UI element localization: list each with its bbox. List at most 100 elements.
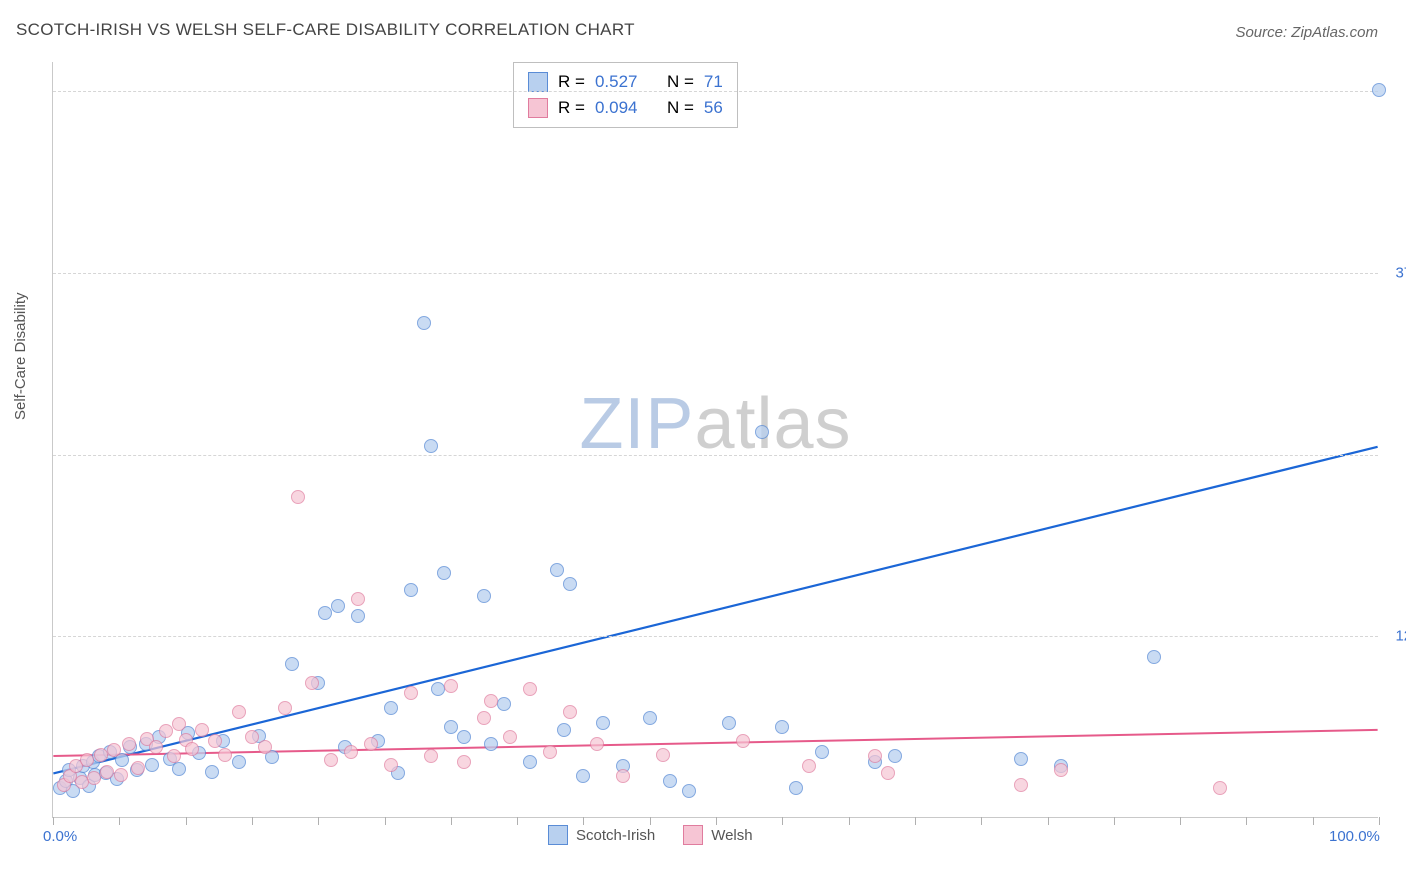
data-point [218,748,232,762]
data-point [431,682,445,696]
data-point [404,583,418,597]
swatch-scotch-irish [548,825,568,845]
trend-line [53,447,1377,774]
data-point [167,749,181,763]
data-point [424,749,438,763]
data-point [100,765,114,779]
legend-row-welsh: R = 0.094 N = 56 [528,95,723,121]
data-point [384,758,398,772]
data-point [305,676,319,690]
gridline [53,636,1378,637]
x-tick [1313,817,1314,825]
data-point [563,577,577,591]
swatch-welsh [528,98,548,118]
data-point [208,734,222,748]
watermark: ZIPatlas [579,383,851,465]
data-point [457,730,471,744]
y-axis-label: Self-Care Disability [12,292,29,420]
data-point [145,758,159,772]
data-point [576,769,590,783]
gridline [53,455,1378,456]
data-point [1372,83,1386,97]
data-point [344,745,358,759]
x-tick [1180,817,1181,825]
data-point [656,748,670,762]
data-point [149,740,163,754]
x-tick [915,817,916,825]
x-tick [318,817,319,825]
n-label: N = [667,95,694,121]
data-point [278,701,292,715]
x-tick-label: 100.0% [1329,828,1380,845]
data-point [185,742,199,756]
trend-lines [53,62,1378,817]
data-point [596,716,610,730]
data-point [1147,650,1161,664]
x-tick [981,817,982,825]
data-point [523,755,537,769]
x-tick [517,817,518,825]
legend-item-welsh: Welsh [683,825,752,845]
x-tick [119,817,120,825]
data-point [384,701,398,715]
data-point [1054,763,1068,777]
swatch-scotch-irish [528,72,548,92]
n-value-welsh: 56 [704,95,723,121]
data-point [1213,781,1227,795]
data-point [868,749,882,763]
data-point [802,759,816,773]
series-legend: Scotch-Irish Welsh [548,825,753,845]
y-tick-label: 12.5% [1382,628,1406,645]
data-point [87,771,101,785]
data-point [477,589,491,603]
data-point [503,730,517,744]
data-point [682,784,696,798]
r-label: R = [558,95,585,121]
data-point [404,686,418,700]
watermark-part1: ZIP [579,384,694,464]
data-point [351,609,365,623]
data-point [258,740,272,754]
data-point [232,705,246,719]
data-point [563,705,577,719]
chart-title: SCOTCH-IRISH VS WELSH SELF-CARE DISABILI… [16,20,635,40]
data-point [285,657,299,671]
gridline [53,91,1378,92]
data-point [543,745,557,759]
data-point [444,720,458,734]
data-point [417,316,431,330]
legend-label-scotch-irish: Scotch-Irish [576,827,655,844]
data-point [590,737,604,751]
gridline [53,273,1378,274]
data-point [114,768,128,782]
data-point [881,766,895,780]
data-point [318,606,332,620]
data-point [888,749,902,763]
data-point [444,679,458,693]
data-point [172,717,186,731]
watermark-part2: atlas [694,384,851,464]
data-point [159,724,173,738]
data-point [789,781,803,795]
legend-label-welsh: Welsh [711,827,752,844]
data-point [245,730,259,744]
legend-item-scotch-irish: Scotch-Irish [548,825,655,845]
data-point [107,743,121,757]
data-point [195,723,209,737]
data-point [364,737,378,751]
r-value-welsh: 0.094 [595,95,638,121]
x-tick [1114,817,1115,825]
data-point [1014,752,1028,766]
data-point [351,592,365,606]
x-tick [186,817,187,825]
x-tick [849,817,850,825]
data-point [131,761,145,775]
data-point [775,720,789,734]
data-point [616,769,630,783]
source-attribution: Source: ZipAtlas.com [1235,24,1378,41]
data-point [497,697,511,711]
y-tick-label: 37.5% [1382,264,1406,281]
x-tick-label: 0.0% [43,828,77,845]
data-point [484,737,498,751]
x-tick [650,817,651,825]
